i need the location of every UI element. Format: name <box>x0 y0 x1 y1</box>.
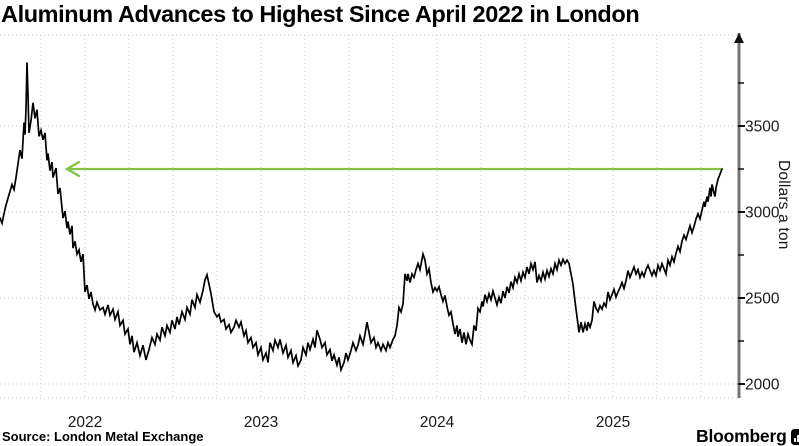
x-tick-label: 2023 <box>244 414 278 431</box>
chart-title: Aluminum Advances to Highest Since April… <box>1 1 640 27</box>
y-axis-title: Dollars a ton <box>775 160 792 250</box>
reference-arrowhead <box>64 160 81 178</box>
y-tick-label: 3500 <box>745 119 780 136</box>
x-tick-label: 2024 <box>420 414 455 431</box>
x-tick-label: 2022 <box>68 414 102 431</box>
bar-chart-icon <box>790 428 799 445</box>
bloomberg-branding: Bloomberg <box>696 426 799 446</box>
y-tick-label: 3000 <box>745 205 780 222</box>
bloomberg-wordmark: Bloomberg <box>696 426 787 446</box>
source-label: Source: London Metal Exchange <box>2 429 204 444</box>
y-axis-top-arrow <box>734 33 744 43</box>
y-tick-label: 2000 <box>745 377 780 394</box>
y-tick-label: 2500 <box>745 291 780 308</box>
x-tick-label: 2025 <box>596 414 630 431</box>
price-line <box>0 62 723 374</box>
